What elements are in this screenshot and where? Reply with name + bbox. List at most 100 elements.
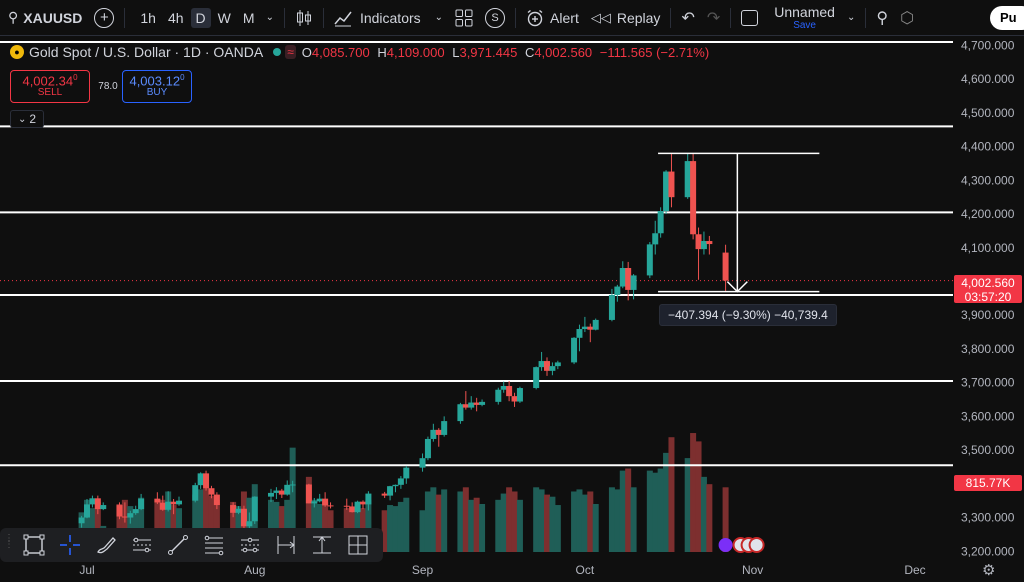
volume-bar xyxy=(690,433,697,552)
candle-body xyxy=(403,467,410,479)
candle-body xyxy=(289,484,296,486)
volume-bar xyxy=(121,499,128,552)
candle-body xyxy=(587,326,594,330)
us-flag-event-icon xyxy=(748,537,765,553)
long-position-tool[interactable] xyxy=(340,528,376,562)
price-tick-label: 3,600.000 xyxy=(961,409,1015,423)
buy-price: 4,003.12 xyxy=(129,73,181,89)
candle-body xyxy=(100,505,107,510)
volume-bar xyxy=(538,489,545,552)
volume-bar xyxy=(441,489,448,552)
timeframe-1h[interactable]: 1h xyxy=(140,9,156,26)
indicators-button[interactable]: Indicators ⌄ xyxy=(328,0,449,36)
candle-body xyxy=(419,458,426,468)
timeframe-w[interactable]: W xyxy=(217,9,231,26)
candle-body xyxy=(387,486,394,496)
chevron-down-icon[interactable]: ⌄ xyxy=(265,12,274,23)
low-key: L xyxy=(452,44,460,60)
rectangle-tool[interactable] xyxy=(16,528,52,562)
timeframe-m[interactable]: M xyxy=(242,9,255,26)
redo-button[interactable]: ↷ xyxy=(701,0,726,36)
buy-button[interactable]: 4,003.120 BUY xyxy=(122,70,192,103)
compare-symbol-button[interactable]: + xyxy=(88,0,120,36)
brush-icon xyxy=(97,537,116,554)
pitchfork-tool[interactable] xyxy=(232,528,268,562)
time-axis-labels: Jul Aug Sep Oct Nov Dec xyxy=(79,563,925,577)
candle-body xyxy=(424,438,431,459)
indicators-label: Indicators xyxy=(359,9,421,26)
date-range-tool[interactable] xyxy=(268,528,304,562)
lightning-event-icon xyxy=(718,538,733,552)
s-button[interactable]: S xyxy=(479,0,511,36)
volume-value: 815.77K xyxy=(965,476,1011,490)
undo-icon: ↶ xyxy=(681,9,695,27)
candle-body xyxy=(500,386,507,390)
volume-bar xyxy=(392,506,399,552)
candle-body xyxy=(121,516,128,518)
candle-body xyxy=(316,498,323,502)
alert-button[interactable]: Alert xyxy=(520,0,585,36)
candle-body xyxy=(690,161,697,235)
timeframe-4h[interactable]: 4h xyxy=(167,9,184,26)
price-tick-label: 4,500.000 xyxy=(961,106,1015,120)
volume-bar xyxy=(208,495,215,552)
price-tick-label: 4,400.000 xyxy=(961,140,1015,154)
divider xyxy=(515,7,517,28)
candle-body xyxy=(208,488,215,495)
time-axis[interactable]: Jul Aug Sep Oct Nov Dec xyxy=(0,558,1024,582)
price-tick-label: 3,900.000 xyxy=(961,308,1015,322)
quick-search-button[interactable]: ⚲ xyxy=(870,0,894,36)
replay-button[interactable]: ◁◁ Replay xyxy=(585,0,667,36)
candle-body xyxy=(700,241,707,250)
layout-menu-button[interactable]: Unnamed Save ⌄ xyxy=(735,0,861,36)
trend-line-tool[interactable] xyxy=(160,528,196,562)
candle-body xyxy=(311,501,318,504)
symbol-search-button[interactable]: ⚲ XAUUSD xyxy=(0,0,88,36)
volume-bar xyxy=(192,494,199,552)
volume-bar xyxy=(630,487,637,552)
sell-button[interactable]: 4,002.340 SELL xyxy=(10,70,90,103)
time-tick-label: Aug xyxy=(244,563,265,577)
volume-tag: 815.77K xyxy=(954,475,1022,491)
divider xyxy=(730,7,732,28)
timeframe-d[interactable]: D xyxy=(190,7,211,28)
candle-body xyxy=(646,244,653,276)
chart-legend[interactable]: ● Gold Spot / U.S. Dollar · 1D · OANDA ≈… xyxy=(10,44,713,60)
parallel-channel-tool[interactable] xyxy=(124,528,160,562)
market-open-icon xyxy=(273,48,282,56)
volume-bar xyxy=(154,502,161,552)
volume-bar xyxy=(571,491,578,552)
candle-body xyxy=(544,361,550,371)
brush-tool[interactable] xyxy=(88,528,124,562)
chart-type-button[interactable] xyxy=(289,0,319,36)
volume-bar xyxy=(273,501,280,552)
drag-handle-icon[interactable]: ⋮ ⋮ xyxy=(4,533,14,550)
fib-retracement-tool[interactable] xyxy=(196,528,232,562)
candle-body xyxy=(203,473,210,489)
candle-body xyxy=(327,505,334,507)
candle-body xyxy=(630,275,637,290)
change-value: −111.565 (−2.71%) xyxy=(599,44,710,60)
undo-button[interactable]: ↶ xyxy=(675,0,700,36)
divider xyxy=(865,7,867,28)
volume-bar xyxy=(684,458,691,552)
chart-settings-button[interactable]: ⚙ xyxy=(982,561,995,580)
price-range-tool[interactable] xyxy=(304,528,340,562)
candle-body xyxy=(479,401,486,405)
publish-button[interactable]: Pu xyxy=(990,6,1024,30)
price-tick-label: 4,700.000 xyxy=(961,38,1015,52)
pitchfork-icon xyxy=(241,537,259,553)
templates-button[interactable] xyxy=(449,0,479,36)
candle-body xyxy=(473,402,480,405)
volume-bar xyxy=(646,470,653,552)
indicators-collapse-button[interactable]: ⌄ 2 xyxy=(10,110,44,128)
chart-pane[interactable] xyxy=(0,37,953,558)
candle-body xyxy=(230,505,237,513)
save-link[interactable]: Save xyxy=(793,19,816,31)
candle-body xyxy=(538,361,545,368)
price-chart[interactable] xyxy=(0,37,953,558)
volume-bar xyxy=(430,487,437,552)
settings-hex-button[interactable]: ⬡ xyxy=(894,0,920,36)
volume-bar xyxy=(403,497,410,552)
crosshair-tool[interactable] xyxy=(52,528,88,562)
